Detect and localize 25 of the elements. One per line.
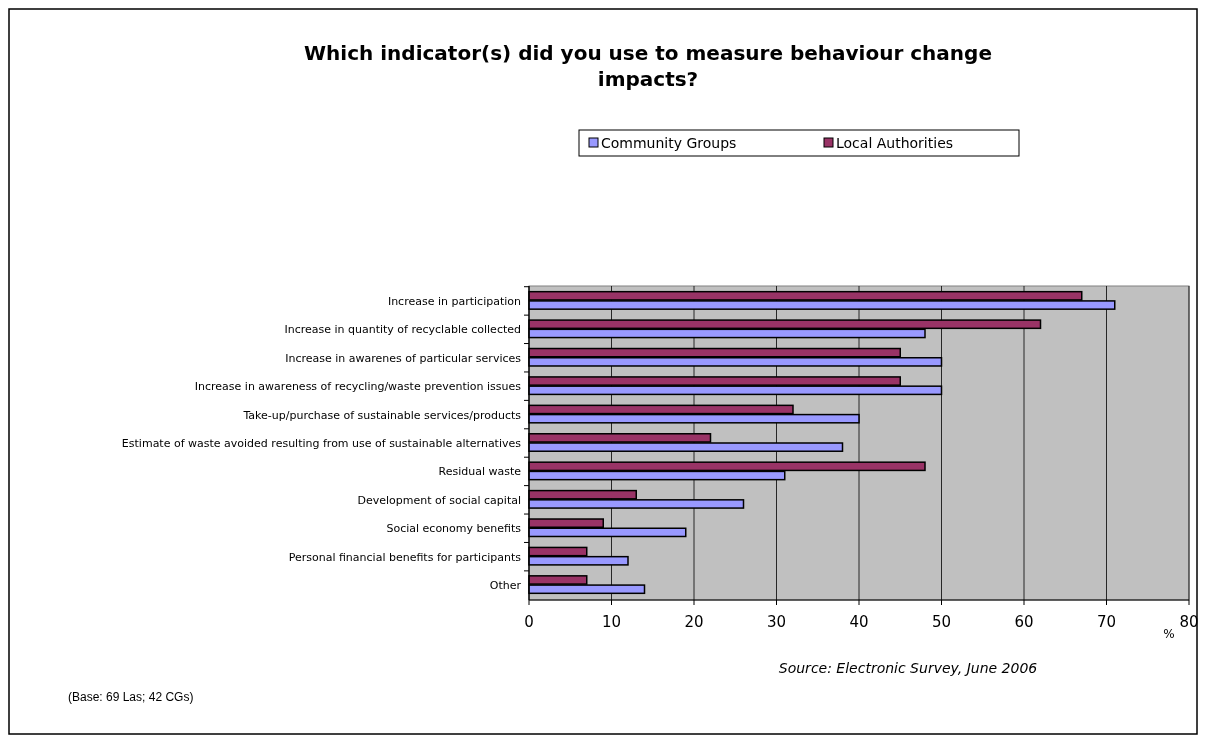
x-axis-title: % [1163, 627, 1175, 641]
x-tick-label: 50 [931, 613, 952, 631]
y-tick-label: Other [489, 579, 522, 593]
y-tick-label: Development of social capital [357, 493, 521, 507]
x-tick-label: 20 [684, 613, 704, 631]
source-note: Source: Electronic Survey, June 2006 [778, 660, 1038, 676]
legend-label: Community Groups [601, 135, 737, 151]
y-tick-label: Take-up/purchase of sustainable services/products [242, 408, 522, 422]
x-tick-label: 10 [601, 613, 622, 631]
y-tick-label: Social economy benefits [386, 522, 522, 536]
x-tick-label: 0 [524, 613, 534, 631]
x-tick-label: 60 [1014, 613, 1034, 631]
y-tick-label: Personal financial benefits for participants [288, 550, 522, 564]
y-tick-label: Increase in awareness of recycling/waste prevention issues [194, 380, 522, 394]
text: (Base: 69 Las; 42 CGs) [68, 690, 194, 704]
y-tick-label: Residual waste [438, 465, 522, 479]
y-tick-label: Increase in quantity of recyclable collected [284, 323, 521, 337]
chart-title: Which indicator(s) did you use to measure behaviour change impacts? [304, 41, 992, 91]
y-tick-label: Estimate of waste avoided resulting from use of sustainable alternatives [121, 437, 522, 450]
x-tick-label: 30 [766, 613, 787, 631]
legend-label: Local Authorities [836, 135, 954, 151]
x-tick-label: 70 [1096, 613, 1117, 631]
y-tick-label: Increase in awarenes of particular services [285, 351, 522, 365]
x-tick-label: 40 [849, 613, 869, 631]
y-tick-label: Increase in participation [387, 294, 522, 308]
